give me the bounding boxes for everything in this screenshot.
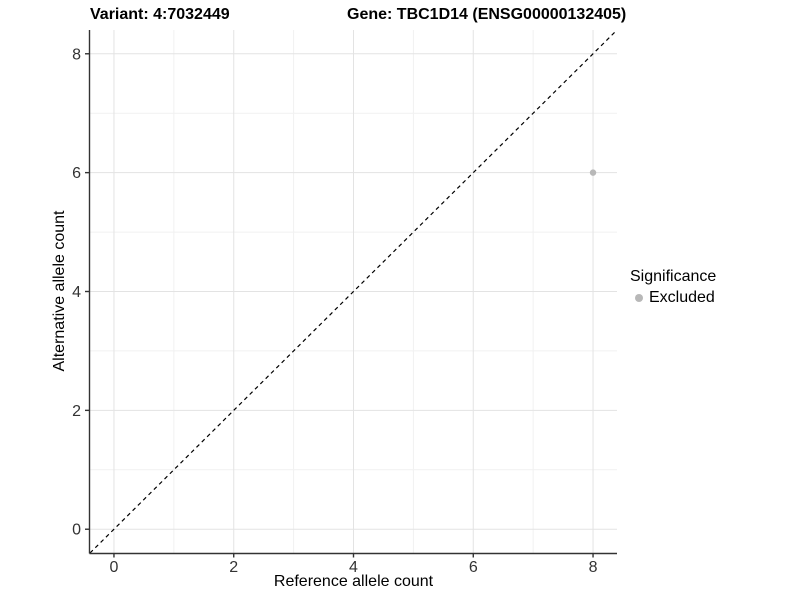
x-axis-label: Reference allele count (273, 573, 434, 590)
data-point (589, 169, 597, 176)
plot-title-gene: Gene: TBC1D14 (ENSG00000132405) (347, 6, 627, 23)
y-axis-label: Alternative allele count (51, 210, 68, 372)
y-tick-label: 0 (72, 522, 81, 539)
legend-item-label: Excluded (649, 289, 715, 306)
x-tick-label: 6 (469, 559, 478, 576)
legend-title: Significance (630, 268, 717, 285)
x-tick-label: 2 (229, 559, 238, 576)
legend: Significance Excluded (630, 268, 716, 307)
legend-point-icon (634, 294, 643, 302)
x-tick-label: 4 (349, 559, 358, 576)
legend-key (630, 290, 647, 307)
plot-title-variant: Variant: 4:7032449 (90, 6, 230, 23)
y-tick-label: 8 (72, 46, 81, 63)
y-tick-label: 2 (72, 403, 81, 420)
y-tick-label: 6 (72, 165, 81, 182)
x-tick-label: 0 (110, 559, 119, 576)
x-tick-label: 8 (589, 559, 598, 576)
legend-item-excluded: Excluded (630, 289, 716, 307)
y-tick-label: 4 (72, 284, 81, 301)
identity-line (89, 29, 618, 554)
